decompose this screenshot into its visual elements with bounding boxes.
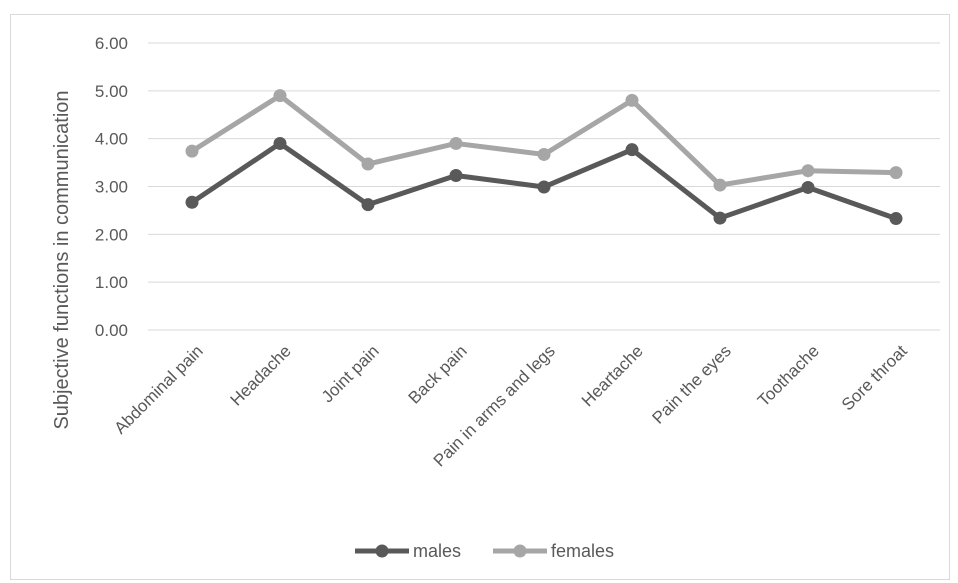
- data-point-females: [625, 93, 639, 107]
- legend: males females: [355, 541, 614, 561]
- x-tick-label: Headache: [227, 341, 295, 409]
- data-point-males: [537, 180, 551, 194]
- data-point-males: [449, 168, 463, 182]
- y-tick-label: 1.00: [95, 273, 128, 292]
- data-point-females: [361, 157, 375, 171]
- y-tick-label: 5.00: [95, 82, 128, 101]
- legend-swatch-marker: [375, 544, 389, 558]
- y-tick-label: 4.00: [95, 130, 128, 149]
- legend-item-males: males: [355, 541, 461, 561]
- legend-swatch-marker: [513, 544, 527, 558]
- x-tick-label: Joint pain: [318, 341, 383, 406]
- y-tick-label: 6.00: [95, 34, 128, 53]
- data-point-females: [273, 89, 287, 103]
- series-layer: [185, 89, 903, 226]
- data-point-males: [361, 198, 375, 212]
- data-point-males: [273, 136, 287, 150]
- y-tick-label: 2.00: [95, 225, 128, 244]
- x-axis-tick-labels: Abdominal pain Headache Joint pain Back pai…: [111, 341, 912, 470]
- data-point-females: [537, 147, 551, 161]
- legend-label: females: [551, 541, 614, 561]
- series-males: [185, 136, 903, 226]
- y-tick-label: 3.00: [95, 178, 128, 197]
- legend-label: males: [413, 541, 461, 561]
- data-point-females: [713, 178, 727, 192]
- y-tick-label: 0.00: [95, 321, 128, 340]
- data-point-males: [713, 211, 727, 225]
- data-point-females: [449, 136, 463, 150]
- y-axis-tick-labels: 0.00 1.00 2.00 3.00 4.00 5.00 6.00: [95, 34, 128, 340]
- x-tick-label: Pain the eyes: [649, 341, 735, 427]
- x-tick-label: Heartache: [578, 341, 647, 410]
- data-point-males: [889, 212, 903, 226]
- x-tick-label: Sore throat: [838, 341, 911, 414]
- x-tick-label: Back pain: [405, 341, 471, 407]
- data-point-females: [801, 164, 815, 178]
- series-line-females: [189, 93, 899, 188]
- data-point-females: [889, 166, 903, 180]
- data-point-females: [185, 144, 199, 158]
- data-point-males: [185, 195, 199, 209]
- data-point-males: [801, 180, 815, 194]
- data-point-males: [625, 143, 639, 157]
- x-tick-label: Toothache: [754, 341, 823, 410]
- x-tick-label: Abdominal pain: [111, 341, 207, 437]
- legend-item-females: females: [493, 541, 614, 561]
- y-axis-title: Subjective functions in communication: [51, 90, 73, 429]
- series-females: [185, 89, 903, 192]
- chart-frame: [10, 14, 950, 580]
